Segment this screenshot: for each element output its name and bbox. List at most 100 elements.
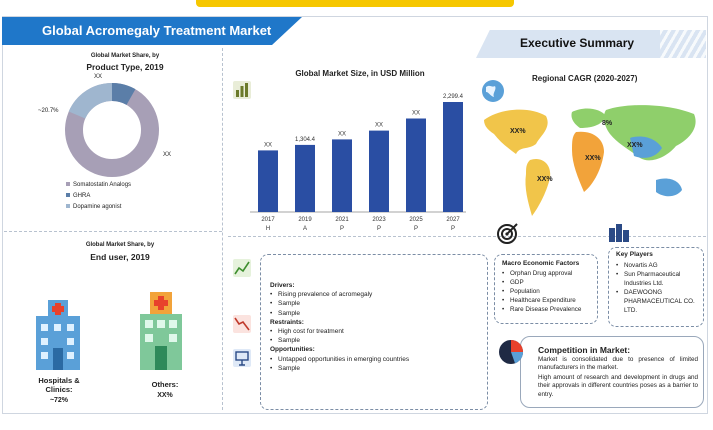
hospital-icon (36, 300, 80, 370)
list-item: High cost for treatment (270, 327, 484, 336)
list-item: Sample (270, 364, 484, 373)
list-item: Novartis AG (616, 261, 702, 270)
decline-chart-icon (233, 315, 251, 333)
drivers-content: Drivers: Rising prevalence of acromegaly… (270, 281, 484, 373)
tick-label-2027: 2027 (446, 217, 460, 223)
buildings-icon (609, 224, 629, 242)
data-label-2017: XX (264, 142, 272, 148)
key-players-box (608, 247, 704, 327)
clinic-icon (140, 292, 182, 370)
data-label-2021: XX (338, 131, 346, 137)
list-item: Rising prevalence of acromegaly (270, 290, 484, 299)
tick-label-2017: 2017 (261, 217, 275, 223)
macro-title: Macro Economic Factors (502, 260, 580, 267)
asia-region (603, 105, 696, 161)
regional-title: Regional CAGR (2020-2027) (532, 74, 638, 83)
region-label-europe: 8% (602, 120, 613, 127)
list-item: Untapped opportunities in emerging count… (270, 355, 484, 364)
executive-summary-title: Executive Summary (520, 36, 635, 50)
opportunities-list: Untapped opportunities in emerging count… (270, 355, 484, 374)
competition-text-1: Market is consolidated due to presence o… (538, 356, 698, 372)
key-players-title: Key Players (616, 251, 653, 258)
infographic-frame (2, 16, 708, 414)
tick-sublabel-2023: P (377, 226, 381, 232)
north-america-region (484, 109, 548, 154)
product-share-subheading: Product Type, 2019 (86, 62, 164, 72)
competition-box (520, 336, 704, 408)
bar-2019 (295, 144, 315, 212)
list-item: Orphan Drug approval (502, 269, 581, 278)
hospital-value: ~72% (49, 397, 69, 404)
tick-sublabel-2027: P (451, 226, 455, 232)
list-item: Sun Pharmaceutical Industries Ltd. (616, 270, 702, 288)
donut-label-right: XX (163, 152, 172, 158)
legend-item: GHRA (66, 191, 131, 202)
competition-text-2: High amount of research and development … (538, 374, 698, 398)
target-icon (497, 223, 518, 244)
region-label-mea: XX% (585, 155, 601, 162)
bar-2017 (258, 150, 278, 212)
enduser-share-subheading: End user, 2019 (90, 252, 150, 262)
banner-stripes (660, 30, 706, 58)
drivers-list: Rising prevalence of acromegaly Sample S… (270, 290, 484, 318)
data-label-2027: 2,299.4 (443, 94, 464, 100)
data-label-2023: XX (375, 123, 383, 129)
legend-item: Dopamine agonist (66, 202, 131, 213)
list-item: Sample (270, 336, 484, 345)
growth-chart-icon (233, 259, 251, 277)
tick-sublabel-2017: H (266, 226, 270, 232)
region-label-latin-america: XX% (537, 176, 553, 183)
right-divider (228, 236, 706, 237)
list-item: Sample (270, 299, 484, 308)
mea-region (572, 131, 604, 192)
europe-region (571, 108, 606, 128)
list-item: Rare Disease Prevalence (502, 305, 581, 314)
drivers-box (260, 254, 488, 410)
list-item: Healthcare Expenditure (502, 296, 581, 305)
drivers-title: Drivers: (270, 282, 295, 289)
tick-label-2025: 2025 (409, 217, 423, 223)
product-legend: Somatostatin Analogs GHRA Dopamine agoni… (66, 180, 131, 213)
top-accent-bar (196, 0, 514, 7)
list-item: Population (502, 287, 581, 296)
key-players-list: Novartis AG Sun Pharmaceutical Industrie… (616, 261, 702, 315)
donut-ghra (111, 82, 136, 106)
region-label-asia-pacific: XX% (627, 142, 643, 149)
restraints-title: Restraints: (270, 318, 304, 326)
oceania-region (656, 178, 682, 197)
data-label-2019: 1,304.4 (295, 137, 316, 143)
bar-2027 (443, 102, 463, 212)
others-label: Others: (151, 380, 179, 389)
asia-pacific-region (630, 136, 662, 158)
region-label-north-america: XX% (510, 128, 526, 135)
page-title: Global Acromegaly Treatment Market (2, 17, 302, 45)
enduser-share-heading: Global Market Share, by (85, 242, 155, 248)
product-share-heading: Global Market Share, by (90, 53, 160, 59)
restraints-list: High cost for treatment Sample (270, 327, 484, 346)
pie-chart-icon (499, 340, 523, 364)
donut-label-top: XX (94, 74, 103, 80)
list-item: GDP (502, 278, 581, 287)
list-item: DAEWOONG PHARMACEUTICAL CO. LTD. (616, 288, 702, 315)
chart-title: Global Market Size, in USD Million (295, 69, 425, 78)
hospital-label: Hospitals & Clinics: (38, 376, 80, 394)
donut-dopamine (68, 82, 113, 120)
bar-2023 (369, 130, 389, 212)
globe-icon (482, 80, 504, 102)
world-map (484, 105, 696, 216)
tick-sublabel-2019: A (303, 226, 307, 232)
list-item: Sample (270, 309, 484, 318)
tick-sublabel-2021: P (340, 226, 344, 232)
tick-label-2021: 2021 (335, 217, 349, 223)
macro-list: Orphan Drug approval GDP Population Heal… (502, 269, 581, 314)
tick-sublabel-2025: P (414, 226, 418, 232)
legend-item: Somatostatin Analogs (66, 180, 131, 191)
competition-title: Competition in Market: (538, 345, 631, 355)
south-america-region (525, 158, 551, 216)
presentation-icon (233, 349, 251, 367)
market-size-bar-chart: XX 2017 H 1,304.4 2019 A XX 2021 P XX 2023 P XX 2025 P… (250, 94, 466, 232)
tick-label-2019: 2019 (298, 217, 312, 223)
tick-label-2023: 2023 (372, 217, 386, 223)
left-divider (4, 231, 222, 232)
vertical-divider (222, 48, 223, 410)
